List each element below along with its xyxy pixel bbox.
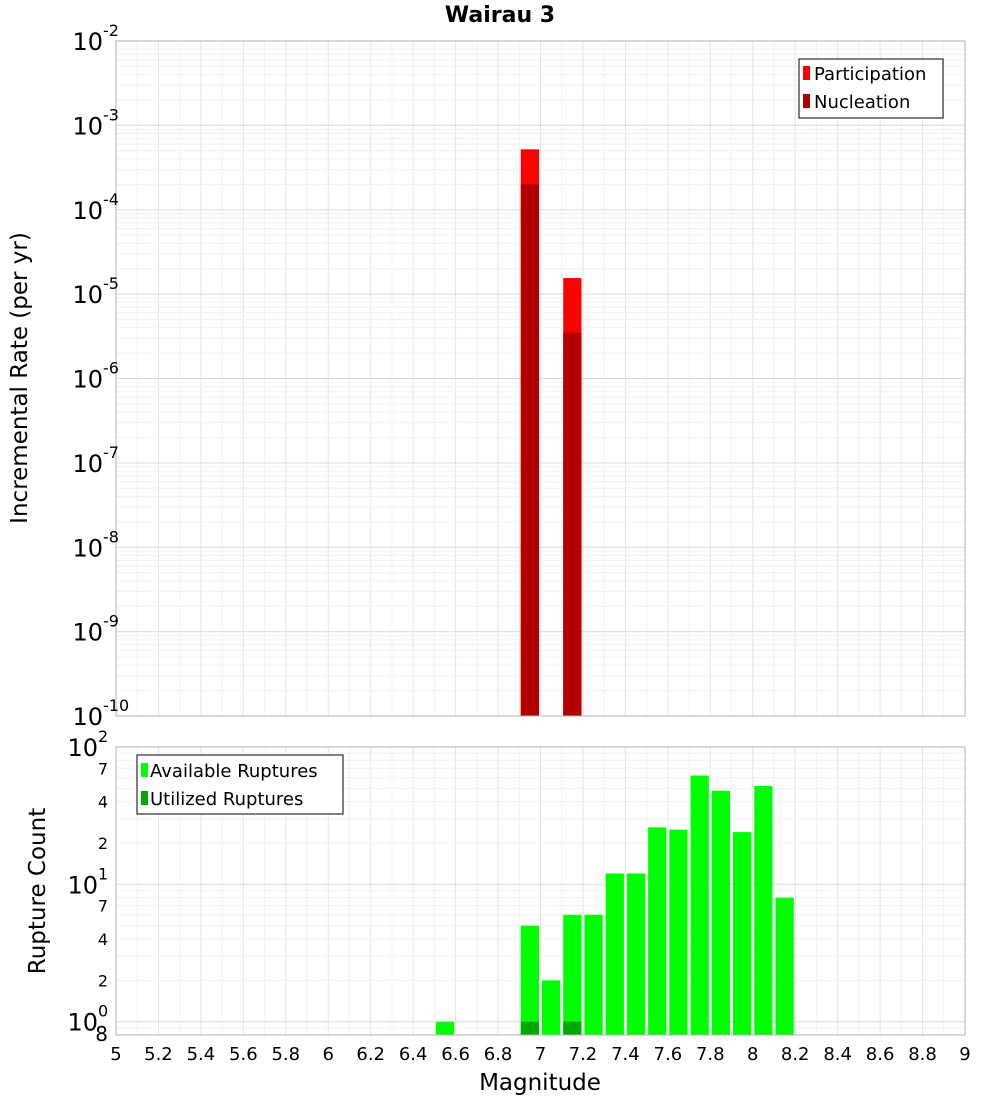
bar-available-ruptures — [435, 1021, 455, 1035]
top-y-tick-label: 10 — [72, 197, 103, 225]
legend-swatch-participation — [803, 66, 810, 80]
bottom-bars — [435, 775, 794, 1035]
bottom-legend: Available Ruptures Utilized Ruptures — [136, 754, 344, 815]
top-y-tick-label: 10 — [72, 28, 103, 56]
bar-utilized-ruptures — [563, 1021, 582, 1035]
top-legend: Participation Nucleation — [798, 58, 944, 119]
x-tick-label: 7.6 — [654, 1044, 683, 1065]
x-tick-label: 9 — [959, 1044, 970, 1065]
top-y-tick-label: 10 — [72, 703, 103, 731]
bar-available-ruptures — [711, 790, 731, 1035]
x-tick-label: 8.4 — [823, 1044, 852, 1065]
top-y-tick-label: 10 — [72, 534, 103, 562]
x-tick-labels: 5 5.2 5.4 5.6 5.8 6 6.2 6.4 6.6 6.8 7 7.2 7.4 7.6 7.8 8… — [110, 1044, 970, 1065]
bar-available-ruptures — [733, 832, 752, 1035]
x-tick-label: 8.8 — [908, 1044, 937, 1065]
x-tick-label: 8.6 — [866, 1044, 895, 1065]
top-plot-frame — [115, 40, 966, 717]
x-tick-label: 7.8 — [696, 1044, 725, 1065]
bottom-legend-box — [136, 754, 344, 815]
bar-available-ruptures — [648, 827, 667, 1035]
top-legend-box — [798, 58, 944, 119]
top-y-tick-exponent: -10 — [103, 696, 129, 715]
bottom-y-minor-tick-label: 7 — [98, 759, 108, 778]
x-tick-label: 6 — [323, 1044, 334, 1065]
bottom-y-minor-tick-label: 7 — [98, 897, 108, 916]
bar-available-ruptures — [775, 897, 794, 1035]
legend-swatch-available — [141, 763, 148, 777]
x-tick-label: 8 — [747, 1044, 758, 1065]
bottom-y-minor-tick-label: 2 — [98, 971, 108, 990]
top-y-tick-exponent: -2 — [103, 21, 119, 40]
top-y-tick-exponent: -5 — [103, 274, 119, 293]
bottom-y-tick-exponent: 1 — [98, 864, 108, 883]
bar-nucleation — [520, 184, 539, 717]
chart-title: Wairau 3 — [445, 3, 555, 28]
x-tick-label: 7.2 — [569, 1044, 598, 1065]
x-tick-label: 6.2 — [356, 1044, 385, 1065]
bottom-y-tick-label: 10 — [67, 1009, 98, 1037]
x-tick-label: 8.2 — [781, 1044, 810, 1065]
bottom-y-tick-label: 10 — [67, 734, 98, 762]
bottom-y-minor-tick-label: 4 — [98, 793, 108, 812]
x-tick-label: 7.4 — [611, 1044, 640, 1065]
bar-available-ruptures — [605, 873, 624, 1035]
top-y-tick-label: 10 — [72, 450, 103, 478]
top-y-tick-label: 10 — [72, 366, 103, 394]
x-axis-label: Magnitude — [479, 1070, 601, 1096]
top-y-tick-exponent: -6 — [103, 359, 119, 378]
bottom-plot-frame — [115, 746, 966, 1036]
bottom-y-tick-exponent: 0 — [98, 1002, 108, 1021]
bottom-y-tick-label: 10 — [67, 871, 98, 899]
x-tick-label: 7 — [535, 1044, 546, 1065]
bottom-y-tick-exponent: 2 — [98, 727, 108, 746]
bottom-y-minor-tick-label: 2 — [98, 834, 108, 853]
top-y-tick-label: 10 — [72, 112, 103, 140]
top-y-tick-exponent: -7 — [103, 443, 119, 462]
x-tick-label: 6.4 — [399, 1044, 428, 1065]
legend-label-available: Available Ruptures — [150, 761, 318, 782]
x-tick-label: 5 — [110, 1044, 121, 1065]
legend-label-nucleation: Nucleation — [814, 92, 910, 113]
top-y-tick-exponent: -8 — [103, 527, 119, 546]
top-y-tick-exponent: -3 — [103, 105, 119, 124]
bottom-grid — [115, 746, 966, 1036]
bar-available-ruptures — [690, 775, 709, 1035]
bar-utilized-ruptures — [520, 1021, 539, 1035]
bar-available-ruptures — [563, 914, 582, 1035]
top-y-tick-exponent: -4 — [103, 190, 119, 209]
x-tick-label: 5.2 — [144, 1044, 173, 1065]
legend-label-participation: Participation — [814, 64, 926, 85]
bottom-y-minor-tick-label: 8 — [95, 1022, 108, 1046]
top-y-axis-label: Incremental Rate (per yr) — [7, 232, 33, 524]
top-grid — [115, 41, 966, 717]
bar-available-ruptures — [626, 873, 646, 1035]
bar-available-ruptures — [584, 914, 603, 1035]
top-y-tick-exponent: -9 — [103, 612, 119, 631]
bar-available-ruptures — [520, 925, 539, 1035]
x-tick-label: 6.8 — [484, 1044, 513, 1065]
top-y-tick-label: 10 — [72, 619, 103, 647]
x-tick-label: 5.6 — [229, 1044, 258, 1065]
legend-label-utilized: Utilized Ruptures — [150, 789, 303, 810]
top-y-tick-label: 10 — [72, 281, 103, 309]
x-tick-label: 5.4 — [187, 1044, 216, 1065]
legend-swatch-nucleation — [803, 94, 810, 108]
top-bars — [520, 149, 582, 717]
bottom-y-axis-label: Rupture Count — [25, 808, 51, 974]
bar-available-ruptures — [669, 829, 688, 1035]
bar-available-ruptures — [754, 786, 773, 1035]
bar-available-ruptures — [542, 980, 561, 1035]
bottom-y-minor-tick-label: 4 — [98, 930, 108, 949]
x-tick-label: 6.6 — [441, 1044, 470, 1065]
x-tick-label: 5.8 — [271, 1044, 300, 1065]
bar-nucleation — [563, 332, 582, 716]
legend-swatch-utilized — [141, 791, 148, 805]
